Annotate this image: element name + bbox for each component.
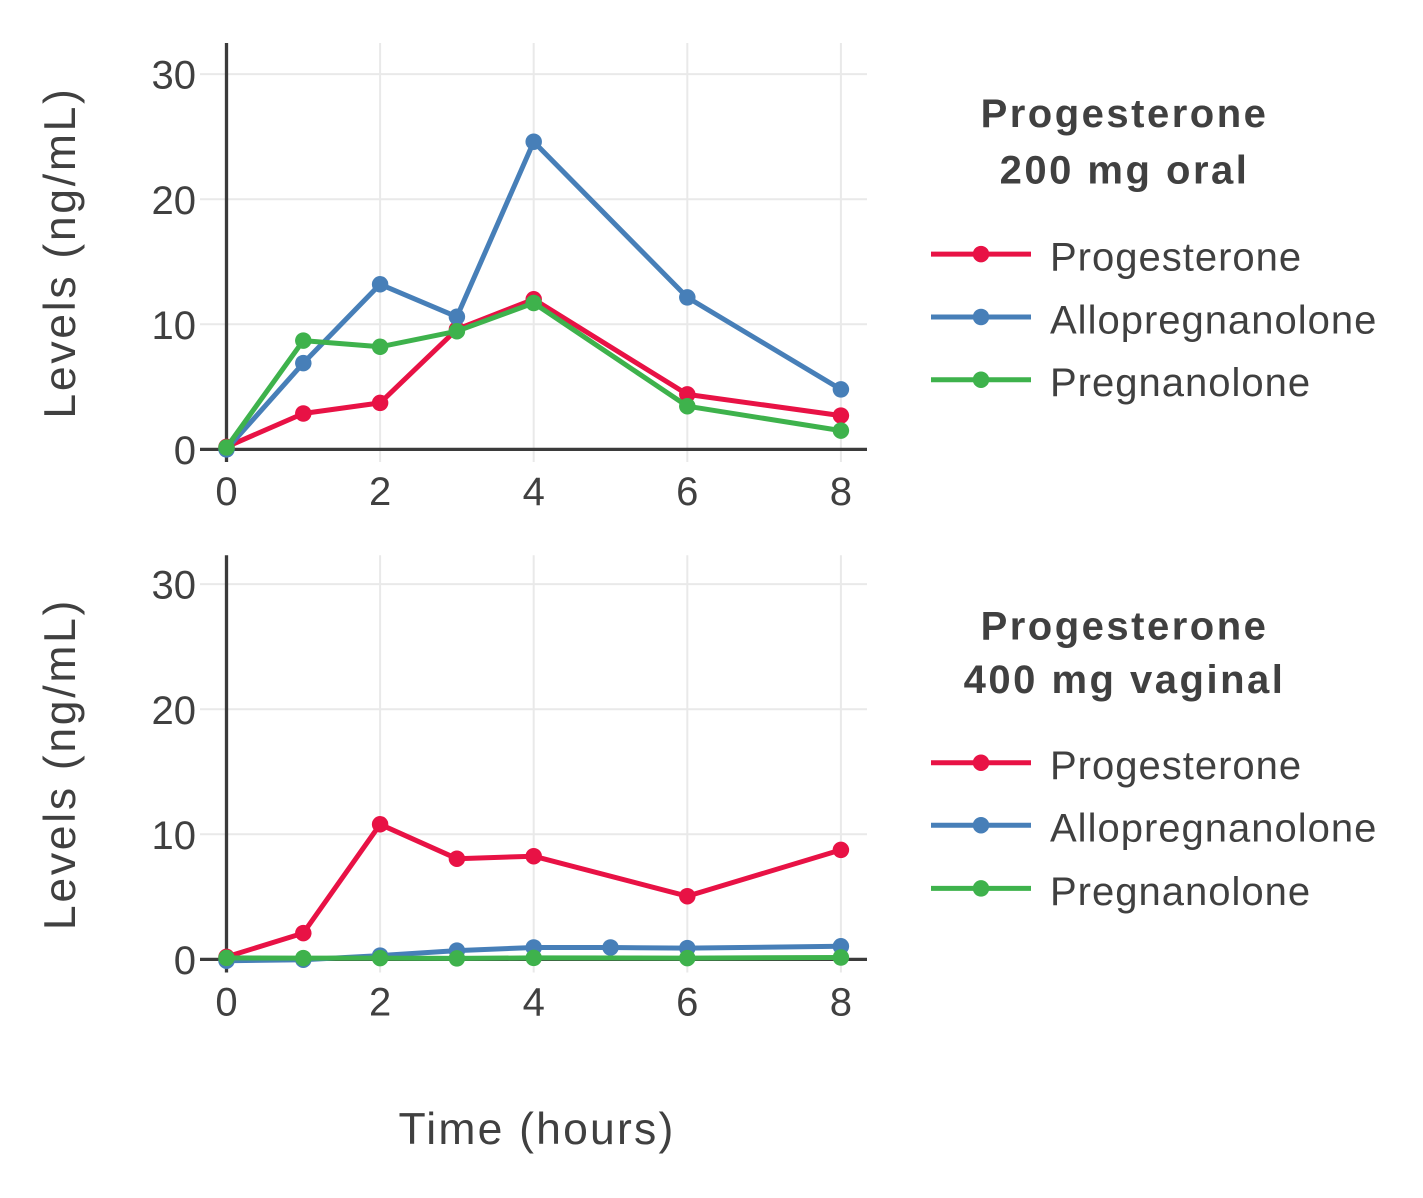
svg-text:Allopregnanolone: Allopregnanolone <box>1050 807 1377 851</box>
svg-text:4: 4 <box>523 470 545 514</box>
svg-text:0: 0 <box>215 470 237 514</box>
svg-text:Levels (ng/mL): Levels (ng/mL) <box>36 86 85 418</box>
svg-text:20: 20 <box>152 689 197 733</box>
svg-text:8: 8 <box>830 470 852 514</box>
svg-text:10: 10 <box>152 814 197 858</box>
svg-text:0: 0 <box>174 939 196 983</box>
svg-text:Progesterone: Progesterone <box>981 92 1269 136</box>
svg-text:6: 6 <box>676 470 698 514</box>
svg-text:Pregnanolone: Pregnanolone <box>1050 361 1311 405</box>
svg-text:Allopregnanolone: Allopregnanolone <box>1050 299 1377 343</box>
svg-text:2: 2 <box>369 470 391 514</box>
svg-text:6: 6 <box>676 981 698 1025</box>
svg-text:2: 2 <box>369 981 391 1025</box>
svg-text:30: 30 <box>152 54 197 98</box>
svg-text:0: 0 <box>215 981 237 1025</box>
svg-text:Levels (ng/mL): Levels (ng/mL) <box>36 598 85 930</box>
svg-text:200 mg oral: 200 mg oral <box>1000 149 1250 193</box>
svg-text:Pregnanolone: Pregnanolone <box>1050 870 1311 914</box>
svg-text:30: 30 <box>152 564 197 608</box>
svg-text:400 mg vaginal: 400 mg vaginal <box>964 658 1286 702</box>
svg-text:8: 8 <box>830 981 852 1025</box>
svg-text:0: 0 <box>174 429 196 473</box>
svg-text:10: 10 <box>152 304 197 348</box>
svg-text:4: 4 <box>523 981 545 1025</box>
svg-text:20: 20 <box>152 179 197 223</box>
svg-text:Progesterone: Progesterone <box>981 605 1269 649</box>
svg-text:Progesterone: Progesterone <box>1050 236 1302 280</box>
svg-text:Progesterone: Progesterone <box>1050 744 1302 788</box>
svg-text:Time (hours): Time (hours) <box>399 1105 676 1154</box>
